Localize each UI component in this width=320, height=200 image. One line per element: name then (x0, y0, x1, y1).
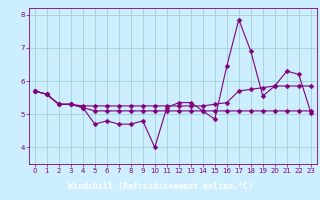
Text: Windchill (Refroidissement éolien,°C): Windchill (Refroidissement éolien,°C) (68, 182, 252, 192)
